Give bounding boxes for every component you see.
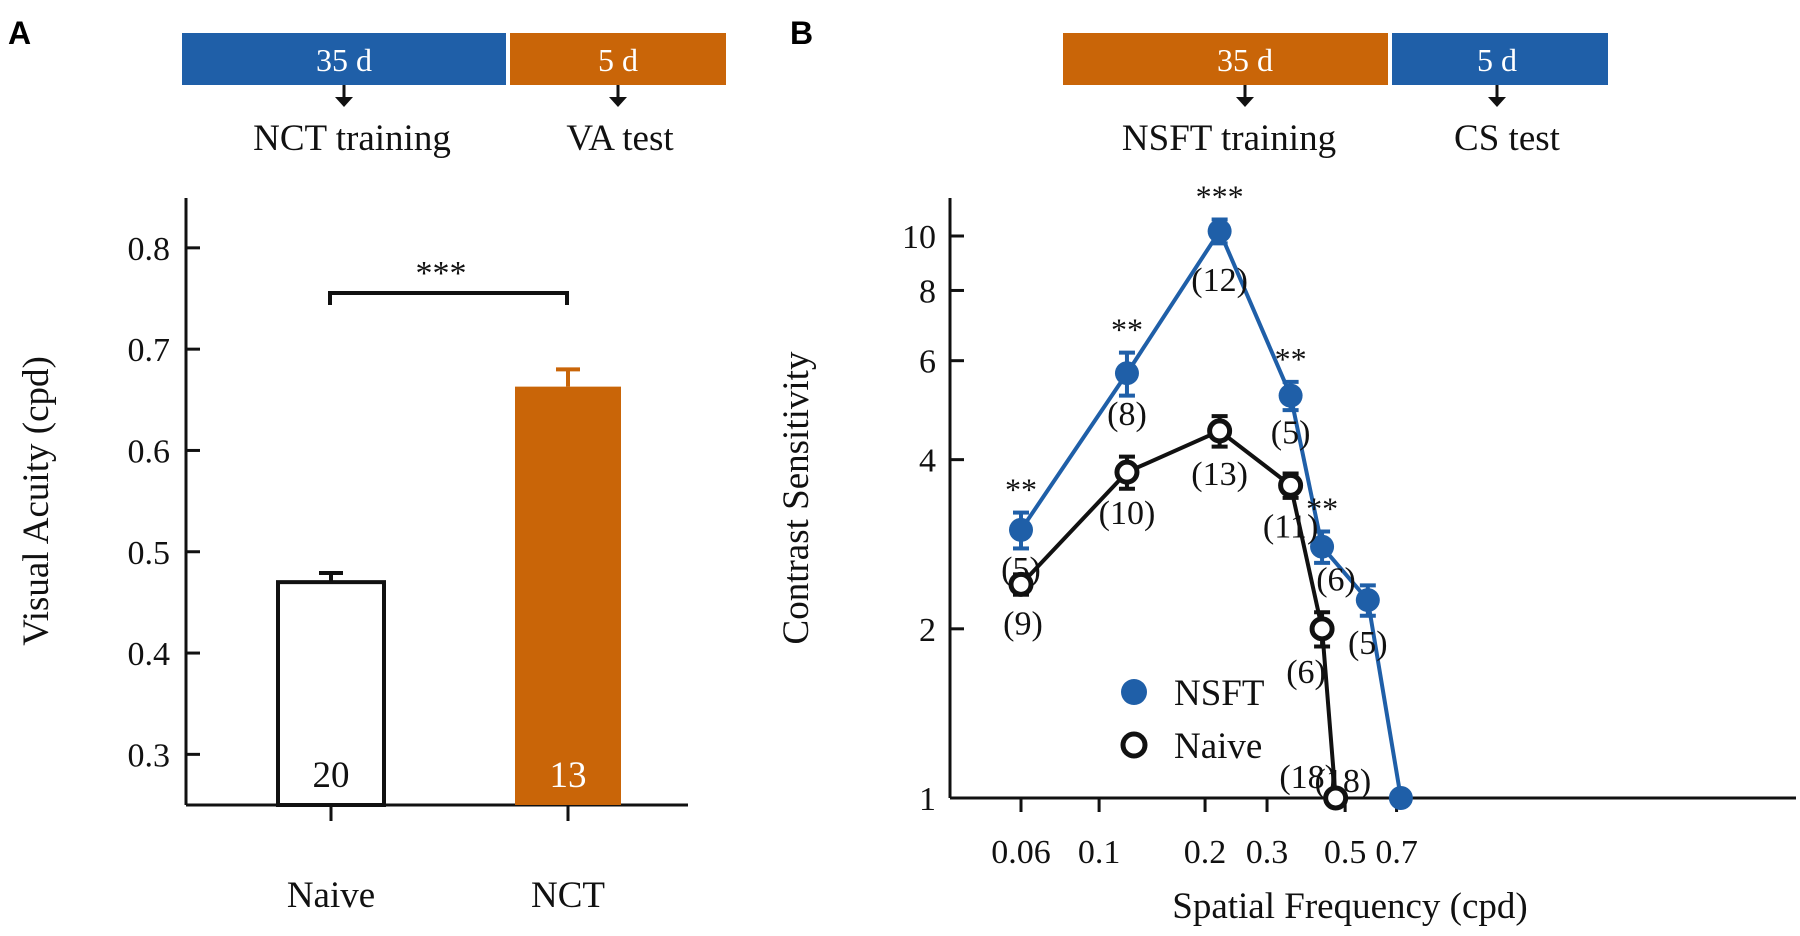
panel-b-x-tick-label: 0.1	[1078, 834, 1121, 871]
panel-a-letter: A	[8, 15, 31, 51]
panel-b-legend: NSFT Naive	[1120, 673, 1264, 767]
data-point	[1008, 571, 1034, 597]
panel-a-y-tick-label: 0.7	[128, 332, 171, 369]
legend-naive-marker	[1120, 731, 1148, 759]
panel-a-arrow-1-head	[335, 97, 353, 107]
n-label: (8)	[1107, 396, 1147, 433]
significance-label: **	[1306, 490, 1338, 526]
panel-a-y-tick-label: 0.6	[128, 433, 171, 470]
panel-a-y-tick-label: 0.5	[128, 535, 171, 572]
panel-b-x-tick-label: 0.3	[1246, 834, 1289, 871]
n-label: (6)	[1286, 654, 1326, 691]
panel-a-bar-n-label: 20	[313, 755, 350, 796]
data-point	[1278, 383, 1303, 408]
n-label: (10)	[1099, 495, 1156, 532]
data-point	[1310, 534, 1335, 559]
n-label: (5)	[1271, 415, 1311, 452]
n-label: (5)	[1348, 625, 1388, 662]
series-nsft: (5)**(8)**(12)***(5)**(6)**(5)(18)	[1001, 178, 1413, 810]
panel-b-x-tick-label: 0.7	[1375, 834, 1418, 871]
panel-a-timeline-seg1	[182, 33, 506, 85]
data-point	[1309, 616, 1335, 642]
panel-a-y-tick-label: 0.4	[128, 636, 171, 673]
panel-b-arrow-2-head	[1488, 97, 1506, 107]
panel-b-y-tick-label: 1	[919, 781, 936, 818]
panel-b-y-tick-label: 6	[919, 344, 936, 381]
panel-a-timeline-seg1-label: 35 d	[316, 42, 372, 78]
n-label: (13)	[1191, 456, 1248, 493]
panel-a-y-tick-label: 0.3	[128, 737, 171, 774]
panel-b-arrow-1-head	[1236, 97, 1254, 107]
panel-a-step-2: VA test	[566, 118, 674, 159]
significance-label: ***	[1196, 178, 1244, 214]
panel-b-timeline-seg1	[1063, 33, 1388, 85]
significance-label: **	[1111, 312, 1143, 348]
legend-nsft-label: NSFT	[1174, 673, 1264, 714]
panel-a-bar-naive	[276, 580, 386, 808]
n-label: (6)	[1316, 562, 1356, 599]
panel-b-timeline-seg2	[1392, 33, 1608, 85]
panel-a-timeline-seg2	[510, 33, 726, 85]
panel-a-bars: 20 13	[276, 367, 621, 821]
panel-a-step-1: NCT training	[253, 118, 451, 159]
panel-b: B 35 d 5 d NSFT training CS test 1 2 4 6 8 10…	[776, 15, 1796, 927]
panel-a-timeline: 35 d 5 d NCT training VA test	[182, 33, 726, 159]
panel-b-letter: B	[790, 15, 813, 51]
data-point	[1323, 785, 1349, 811]
data-point	[1207, 418, 1233, 444]
panel-a-bar-nct	[515, 386, 621, 805]
panel-b-y-label: Contrast Sensitivity	[776, 351, 817, 644]
panel-b-y-tick-label: 2	[919, 612, 936, 649]
n-label: (11)	[1263, 508, 1318, 545]
panel-a: A 35 d 5 d NCT training VA test 0.30.40.…	[8, 15, 726, 916]
n-label: (12)	[1191, 262, 1248, 299]
panel-b-x-tick-label: 0.2	[1184, 834, 1227, 871]
panel-b-timeline: 35 d 5 d NSFT training CS test	[1063, 33, 1608, 159]
data-point	[1009, 517, 1033, 542]
panel-a-significance-bracket	[328, 291, 569, 305]
panel-a-y-ticks: 0.3 0.4 0.5 0.6 0.7 0.8	[128, 231, 200, 774]
panel-a-timeline-seg2-label: 5 d	[598, 42, 638, 78]
panel-b-step-2: CS test	[1454, 118, 1561, 159]
panel-a-y-label: Visual Acuity (cpd)	[16, 356, 57, 646]
data-point	[1207, 219, 1232, 244]
data-point	[1388, 786, 1413, 810]
panel-a-significance-label: ***	[416, 255, 467, 292]
panel-b-timeline-seg2-label: 5 d	[1477, 42, 1517, 78]
significance-label: **	[1005, 472, 1037, 508]
data-point	[1114, 361, 1139, 386]
data-point	[1278, 472, 1304, 498]
legend-nsft-marker	[1121, 679, 1147, 705]
panel-b-x-tick-label: 0.06	[991, 834, 1051, 871]
data-point	[1355, 588, 1380, 613]
panel-b-x-ticks: 0.06 0.1 0.2 0.3 0.5 0.7	[991, 798, 1418, 871]
panel-b-y-tick-label: 8	[919, 273, 936, 310]
panel-a-x-label-nct: NCT	[531, 875, 605, 916]
panel-a-arrow-2-head	[609, 97, 627, 107]
panel-a-bar-n-label: 13	[550, 755, 587, 796]
panel-b-x-tick-label: 0.5	[1324, 834, 1367, 871]
n-label: (18)	[1279, 759, 1336, 796]
panel-b-x-label: Spatial Frequency (cpd)	[1172, 886, 1528, 927]
panel-a-x-label-naive: Naive	[287, 875, 375, 916]
n-label: (9)	[1003, 605, 1043, 642]
panel-b-step-1: NSFT training	[1122, 118, 1336, 159]
panel-b-series: (5)**(8)**(12)***(5)**(6)**(5)(18)(9)(10…	[1001, 178, 1413, 811]
data-point	[1114, 459, 1140, 485]
legend-naive-label: Naive	[1174, 726, 1262, 767]
panel-a-y-tick-label: 0.8	[128, 231, 171, 268]
significance-label: **	[1275, 341, 1307, 377]
series-naive-line	[1019, 428, 1338, 799]
panel-b-y-tick-label: 10	[902, 219, 936, 256]
panel-b-timeline-seg1-label: 35 d	[1217, 42, 1273, 78]
panel-b-y-tick-label: 4	[919, 443, 936, 480]
panel-b-y-ticks: 1 2 4 6 8 10	[902, 219, 964, 818]
series-naive: (9) (10) (13) (11) (6) (18)	[1003, 414, 1349, 811]
